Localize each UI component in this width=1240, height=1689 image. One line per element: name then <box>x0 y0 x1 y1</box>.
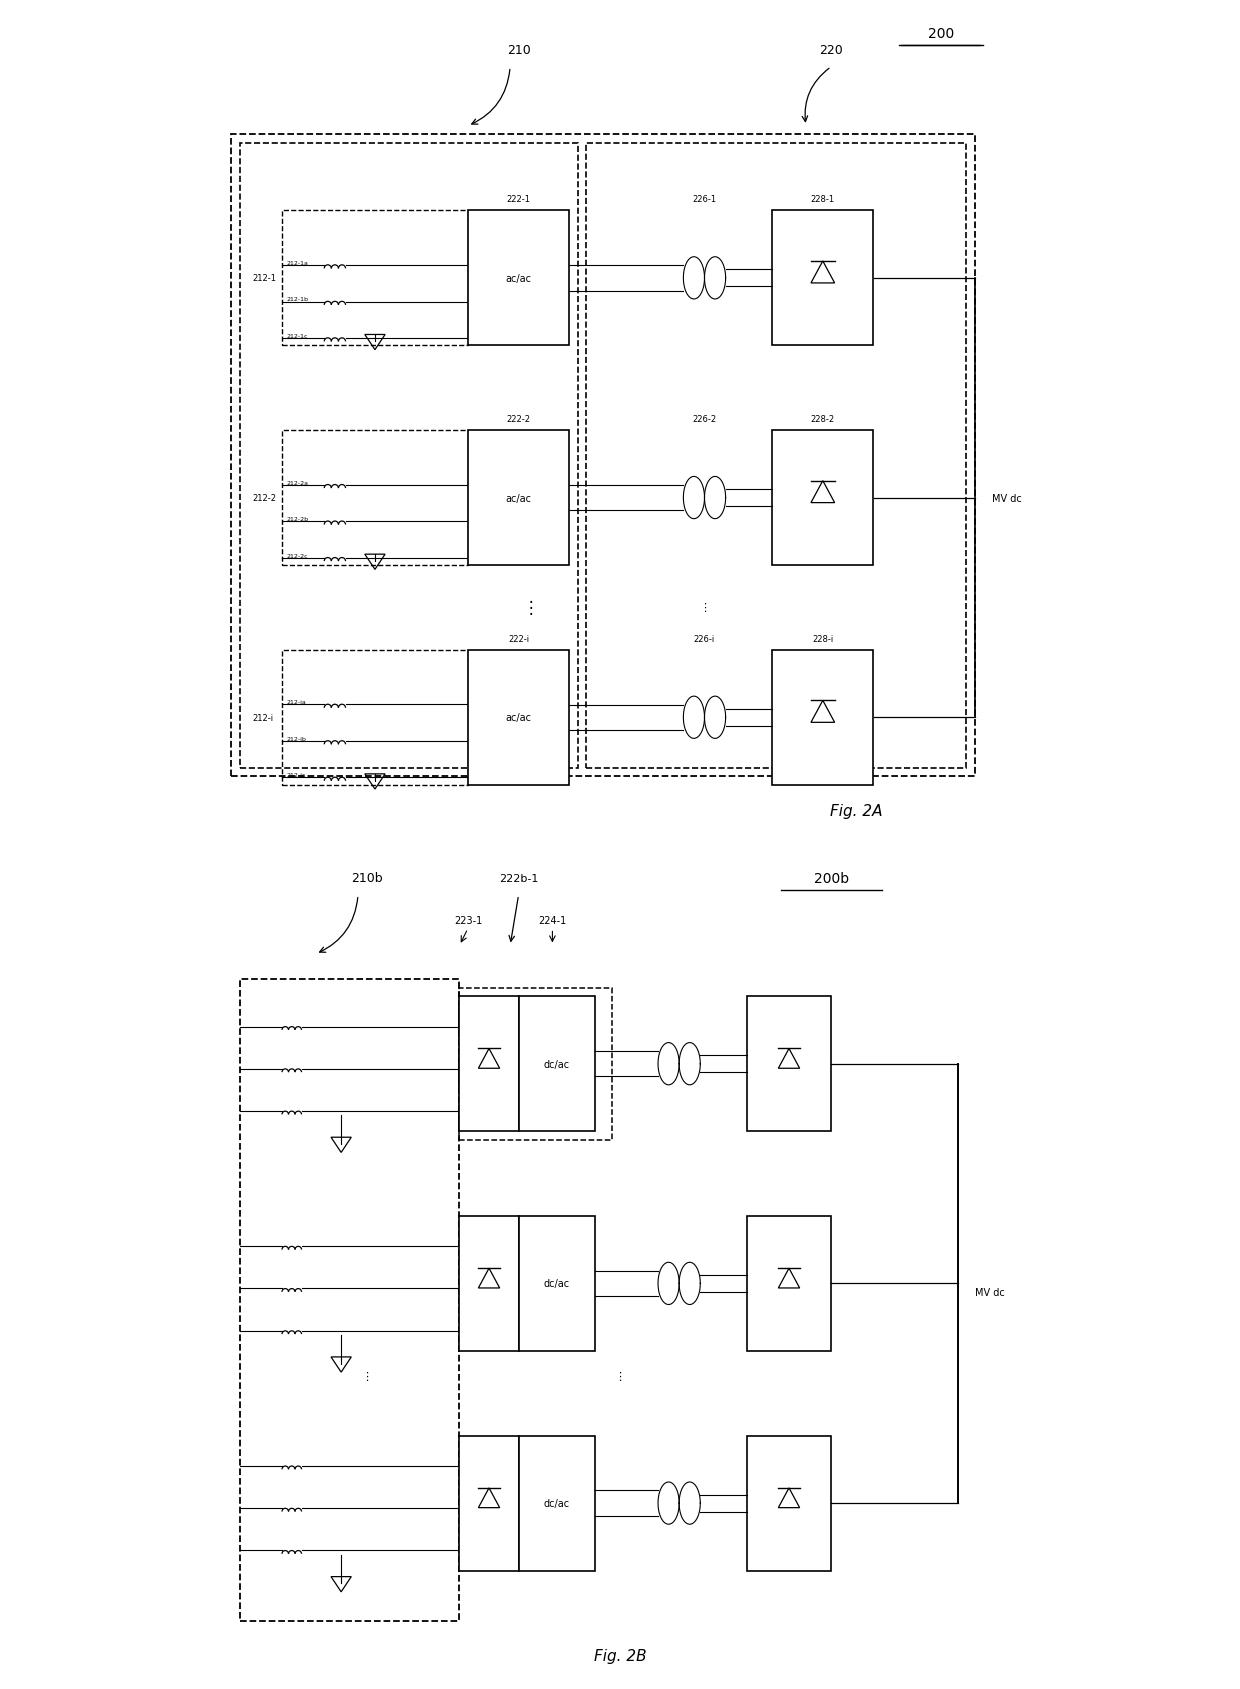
Text: 222b-1: 222b-1 <box>498 873 538 883</box>
Text: dc/ac: dc/ac <box>543 1059 569 1069</box>
Bar <box>232 135 975 777</box>
Text: 226-i: 226-i <box>694 635 715 644</box>
Bar <box>746 997 831 1132</box>
Bar <box>467 650 569 785</box>
Text: ⋮: ⋮ <box>615 1371 625 1382</box>
Text: 224-1: 224-1 <box>538 915 567 926</box>
Bar <box>467 431 569 566</box>
Bar <box>239 980 460 1621</box>
Bar <box>460 1216 518 1351</box>
Bar <box>460 997 518 1132</box>
Bar <box>460 1436 518 1571</box>
Text: 212-2c: 212-2c <box>286 554 308 559</box>
Text: MV dc: MV dc <box>975 1287 1004 1297</box>
Text: 212-ia: 212-ia <box>286 699 306 704</box>
Text: 212-1a: 212-1a <box>286 260 308 265</box>
Text: 200: 200 <box>928 27 955 41</box>
Bar <box>773 650 873 785</box>
Text: 223-1: 223-1 <box>454 915 482 926</box>
Bar <box>746 1216 831 1351</box>
Bar <box>518 997 595 1132</box>
Text: 212-ib: 212-ib <box>286 736 306 741</box>
Text: dc/ac: dc/ac <box>543 1498 569 1508</box>
Text: 212-2a: 212-2a <box>286 480 309 485</box>
Bar <box>746 1436 831 1571</box>
Text: ac/ac: ac/ac <box>506 274 532 284</box>
Text: 200b: 200b <box>813 872 849 885</box>
Text: ⋮: ⋮ <box>523 600 539 616</box>
Text: 222-2: 222-2 <box>507 415 531 424</box>
Text: 212-2b: 212-2b <box>286 517 309 522</box>
Text: 222-1: 222-1 <box>507 196 531 204</box>
Bar <box>467 211 569 346</box>
Text: 210: 210 <box>507 44 531 57</box>
Text: Fig. 2B: Fig. 2B <box>594 1648 646 1662</box>
Text: 222-i: 222-i <box>508 635 529 644</box>
Text: dc/ac: dc/ac <box>543 1279 569 1289</box>
Bar <box>281 211 467 346</box>
Text: ⋮: ⋮ <box>699 603 711 613</box>
Bar <box>281 431 467 566</box>
Bar <box>587 144 966 768</box>
Text: 228-2: 228-2 <box>811 415 835 424</box>
Text: 226-1: 226-1 <box>692 196 717 204</box>
Bar <box>518 1216 595 1351</box>
Text: 212-1c: 212-1c <box>286 334 308 339</box>
Text: 228-i: 228-i <box>812 635 833 644</box>
Text: ac/ac: ac/ac <box>506 493 532 503</box>
Text: 210b: 210b <box>351 872 382 885</box>
Text: 212-1b: 212-1b <box>286 297 309 302</box>
Bar <box>518 1436 595 1571</box>
Text: ac/ac: ac/ac <box>506 713 532 723</box>
Text: 212-i: 212-i <box>253 713 274 723</box>
Text: 228-1: 228-1 <box>811 196 835 204</box>
Text: Fig. 2A: Fig. 2A <box>831 804 883 817</box>
Text: 212-2: 212-2 <box>253 493 277 503</box>
Bar <box>773 211 873 346</box>
Bar <box>239 144 578 768</box>
Bar <box>460 988 611 1140</box>
Text: 226-2: 226-2 <box>692 415 717 424</box>
Text: 212-1: 212-1 <box>253 274 277 284</box>
Text: 220: 220 <box>820 44 843 57</box>
Bar <box>773 431 873 566</box>
Bar <box>281 650 467 785</box>
Text: ⋮: ⋮ <box>361 1371 372 1382</box>
Text: MV dc: MV dc <box>992 493 1022 503</box>
Text: 212-ic: 212-ic <box>286 774 305 779</box>
